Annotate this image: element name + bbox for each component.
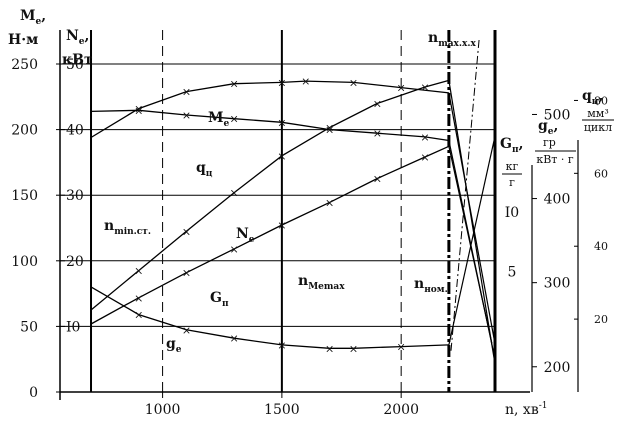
ne-tick-label: 50 [66,57,84,73]
ne-axis-unit: кВт [62,52,93,68]
series-marker-ge: × [277,339,286,352]
tick-labels: 1000 1500 2000 n, хв-1 0 50 100 150 200 250 I0 20 30… [11,57,608,418]
series-marker-qc: × [230,113,239,126]
x-tick-label: 1000 [145,402,181,418]
gp-tick-label: I0 [505,205,519,221]
series-label-Gp: Gп [210,290,229,309]
me-tick-label: 250 [11,57,38,73]
series-marker-Me: × [277,76,286,89]
series-marker-Gp: × [182,267,191,280]
series-label-qc: qц [196,160,213,179]
series-marker-qc: × [134,104,143,117]
ne-tick-label: 40 [66,123,84,139]
series-marker-ge: × [134,309,143,322]
series-marker-qc: × [420,131,429,144]
qc-axis-unit-den: цикл [584,121,612,134]
marker-label-n-nom: nном. [414,276,448,295]
marker-label-n-max: nmax.x.x [428,30,477,49]
series-marker-Gp: × [325,196,334,209]
governor-branch-Ne [448,80,495,360]
series-marker-Gp: × [230,243,239,256]
qc-tick-label: 40 [594,240,608,253]
max-idle-dashdot-line [450,39,480,353]
series-marker-qc: × [325,124,334,137]
qc-tick-label: 80 [594,94,608,107]
series-curve-Ne [90,79,450,311]
series-marker-Gp: × [420,151,429,164]
series-marker-ge: × [397,341,406,354]
series-label-Ne: Ne [236,226,255,245]
series-marker-Gp: × [277,219,286,232]
series-marker-Me: × [397,82,406,95]
series-marker-ge: × [230,332,239,345]
series-marker-Ne: × [373,97,382,110]
ge-tick-label: 200 [544,360,571,376]
governor-branch-qc [448,140,495,356]
ge-axis-title: ge, [538,118,558,137]
qc-tick-label: 20 [594,313,608,326]
axes-frame [59,30,579,400]
ge-tick-label: 300 [544,276,571,292]
ge-axis-unit-den: кВт · г [536,153,574,166]
me-axis-title: Me, [20,8,46,27]
series-curve-qc [90,109,449,142]
ne-axis-title: Ne, [66,28,89,47]
series-marker-Ne: × [182,225,191,238]
series-marker-ge: × [325,342,334,355]
x-axis-label: n, хв-1 [505,401,547,418]
series-marker-qc: × [277,116,286,129]
series-layer: ××× × × × ××××××××××××××××××× × × ×× × × ×× × × [90,39,495,360]
series-marker-qc: × [373,127,382,140]
series-marker-Ne: × [134,265,143,278]
grid-layer [60,63,495,327]
me-tick-label: 0 [29,385,38,401]
ge-axis-unit: гр [543,136,556,149]
gp-axis-title: Gп, [500,136,523,155]
me-axis-unit: Н·м [8,32,38,48]
series-marker-Me: × [182,86,191,99]
series-marker-Ne: × [325,122,334,135]
series-marker-Me: × [230,78,239,91]
gp-tick-label: 5 [508,265,517,281]
ne-tick-label: 20 [66,254,84,270]
series-marker-qc: × [182,109,191,122]
marker-label-n-min: nmin.ст. [104,218,151,237]
me-tick-label: 100 [11,254,38,270]
series-marker-Me: × [134,103,143,116]
series-curve-ge [90,286,449,349]
series-label-ge: ge [166,336,182,355]
series-curve-Gp [90,145,450,325]
series-marker-Ne: × [277,150,286,163]
me-tick-label: 50 [20,319,38,335]
x-tick-label: 1500 [264,402,300,418]
ne-tick-label: I0 [66,319,80,335]
series-label-Me: Me [208,110,230,129]
ge-tick-label: 500 [544,107,571,123]
series-marker-Me: × [349,76,358,89]
qc-axis-unit-num: мм³ [587,107,609,120]
series-marker-Ne: × [420,81,429,94]
ge-tick-label: 400 [544,192,571,208]
series-marker-Gp: × [134,292,143,305]
qc-tick-label: 60 [594,167,608,180]
me-tick-label: 150 [11,188,38,204]
gp-axis-unit-den: г [509,176,515,189]
series-marker-Me: × [301,75,310,88]
gp-axis-unit-num: кг [506,160,519,173]
chart-labels: Me, Н·м Ne, кВт Gп, кг г ge,гр кВт · г qц,мм³цикл… [8,8,614,355]
x-tick-label: 2000 [383,402,419,418]
governor-branch-ge [448,139,495,346]
ne-tick-label: 30 [66,188,84,204]
marker-label-n-memax: nMemax [298,273,345,292]
series-marker-Ne: × [230,187,239,200]
series-marker-ge: × [349,342,358,355]
qc-axis-title: qц, [582,88,603,107]
series-marker-Gp: × [373,173,382,186]
me-tick-label: 200 [11,123,38,139]
series-curve-Me [90,80,449,139]
series-marker-ge: × [182,324,191,337]
